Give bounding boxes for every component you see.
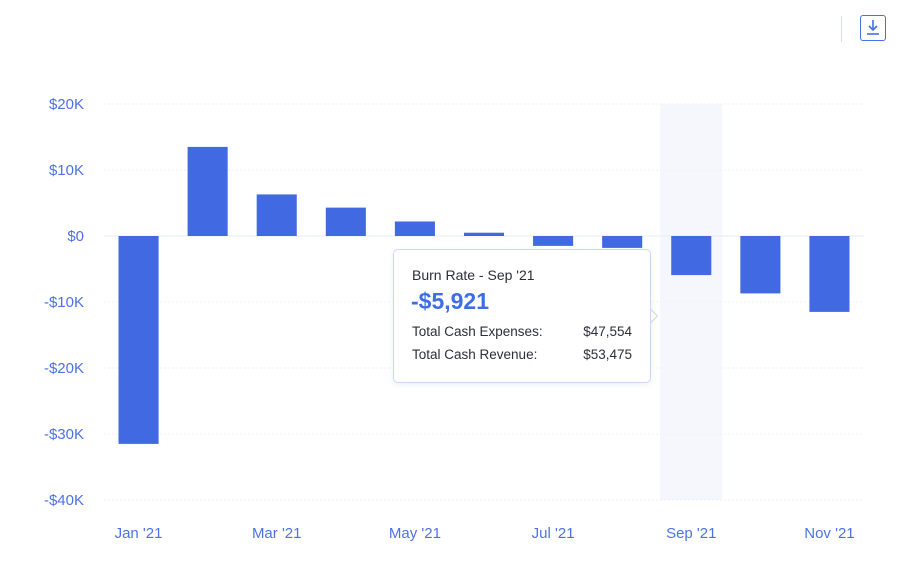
bar-nov-21[interactable] <box>809 236 850 312</box>
y-tick-label: $20K <box>49 96 84 113</box>
bar-feb-21[interactable] <box>187 146 228 236</box>
download-button[interactable] <box>860 15 886 41</box>
bar-mar-21[interactable] <box>256 194 297 236</box>
tooltip-row-expenses: Total Cash Expenses: $47,554 <box>412 324 632 339</box>
bar-may-21[interactable] <box>394 221 435 236</box>
x-tick-label: Jul '21 <box>532 525 575 542</box>
toolbar-divider <box>841 16 842 42</box>
y-tick-label: $0 <box>67 228 84 245</box>
tooltip-row-label: Total Cash Revenue: <box>412 347 538 362</box>
x-tick-label: Nov '21 <box>804 525 854 542</box>
x-tick-label: Sep '21 <box>666 525 716 542</box>
x-tick-label: May '21 <box>389 525 441 542</box>
y-tick-label: $10K <box>49 162 84 179</box>
bar-jun-21[interactable] <box>463 232 505 236</box>
bar-sep-21[interactable] <box>671 236 712 276</box>
tooltip: Burn Rate - Sep '21 -$5,921 Total Cash E… <box>393 249 651 383</box>
tooltip-row-revenue: Total Cash Revenue: $53,475 <box>412 347 632 362</box>
y-tick-label: -$30K <box>44 426 84 443</box>
y-tick-label: -$40K <box>44 492 84 509</box>
bar-apr-21[interactable] <box>325 207 366 236</box>
x-tick-label: Jan '21 <box>115 525 163 542</box>
tooltip-value: -$5,921 <box>411 288 490 314</box>
bar-jul-21[interactable] <box>533 236 574 246</box>
tooltip-row-value: $53,475 <box>583 347 632 362</box>
y-tick-label: -$20K <box>44 360 84 377</box>
y-tick-label: -$10K <box>44 294 84 311</box>
tooltip-title: Burn Rate - Sep '21 <box>412 267 535 283</box>
tooltip-row-value: $47,554 <box>583 324 632 339</box>
x-tick-label: Mar '21 <box>252 525 302 542</box>
bar-jan-21[interactable] <box>118 236 159 444</box>
bar-oct-21[interactable] <box>740 236 781 294</box>
tooltip-row-label: Total Cash Expenses: <box>412 324 543 339</box>
download-icon <box>867 20 879 35</box>
bar-aug-21[interactable] <box>602 236 643 248</box>
